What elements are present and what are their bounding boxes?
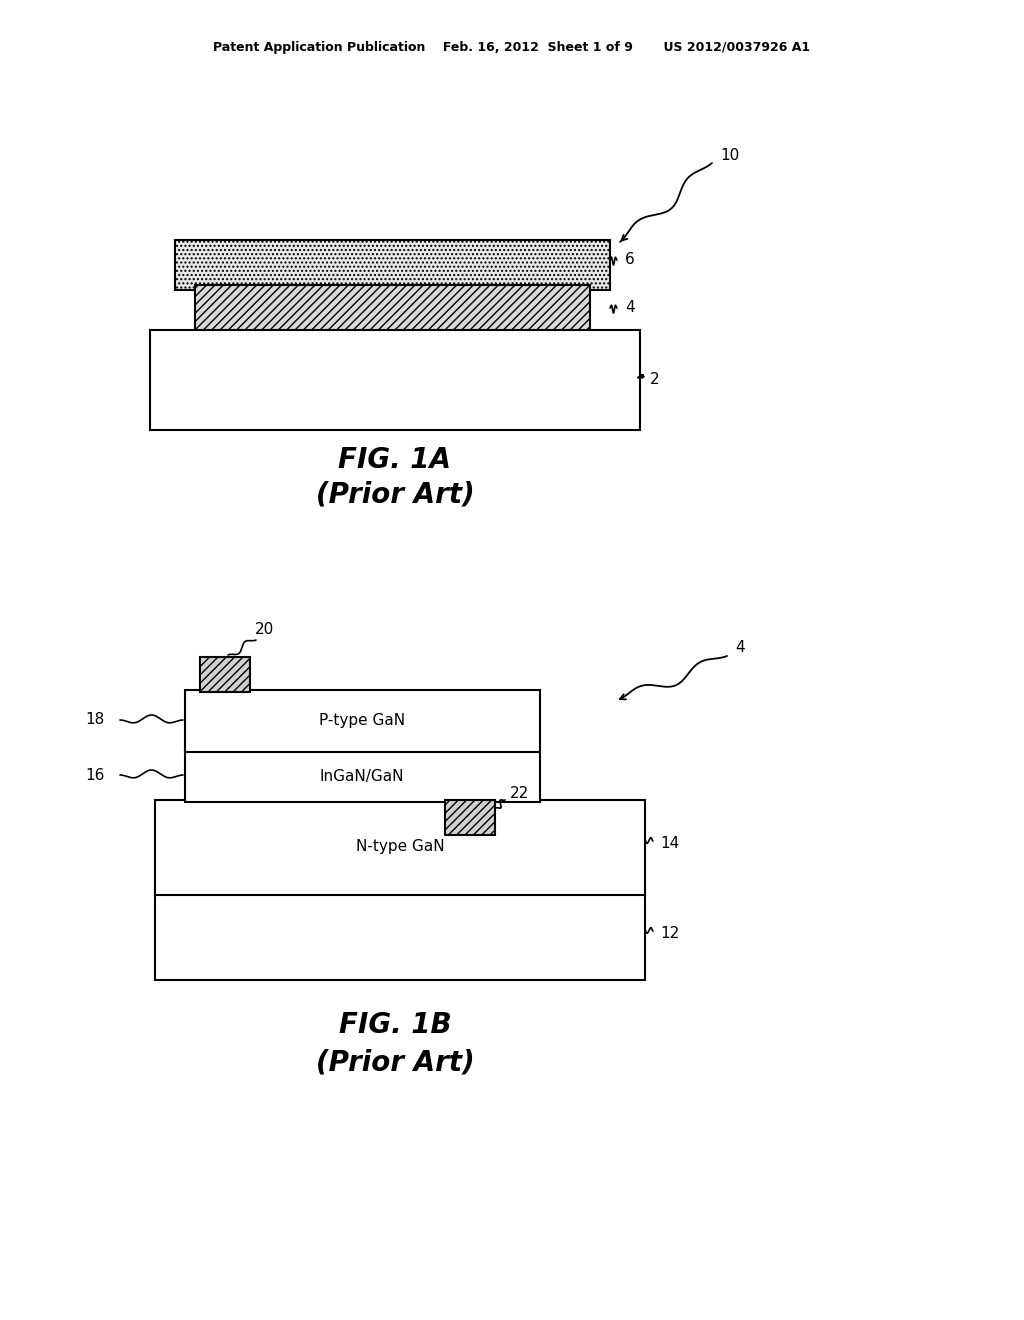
Text: (Prior Art): (Prior Art) (315, 1048, 474, 1076)
Bar (155, 890, 645, 979)
Bar (155, 800, 645, 895)
Text: InGaN/GaN: InGaN/GaN (319, 768, 404, 784)
Text: 2: 2 (650, 372, 659, 388)
Bar (200, 657, 250, 692)
Text: 18: 18 (86, 713, 105, 727)
Text: FIG. 1B: FIG. 1B (339, 1011, 452, 1039)
Text: FIG. 1A: FIG. 1A (339, 446, 452, 474)
Bar (195, 285, 590, 335)
Bar (185, 690, 540, 752)
Text: 16: 16 (86, 767, 105, 783)
Text: 12: 12 (660, 925, 679, 940)
Text: (Prior Art): (Prior Art) (315, 480, 474, 510)
Text: 4: 4 (735, 640, 744, 656)
Bar (445, 800, 495, 836)
Text: 6: 6 (625, 252, 635, 268)
Bar (185, 750, 540, 803)
Text: 14: 14 (660, 836, 679, 850)
Text: 10: 10 (720, 148, 739, 162)
Bar (150, 330, 640, 430)
Text: 4: 4 (625, 301, 635, 315)
Text: N-type GaN: N-type GaN (355, 840, 444, 854)
Text: 22: 22 (510, 785, 529, 800)
Text: Patent Application Publication    Feb. 16, 2012  Sheet 1 of 9       US 2012/0037: Patent Application Publication Feb. 16, … (213, 41, 811, 54)
Bar (175, 240, 610, 290)
Text: P-type GaN: P-type GaN (318, 714, 406, 729)
Text: 20: 20 (255, 623, 274, 638)
